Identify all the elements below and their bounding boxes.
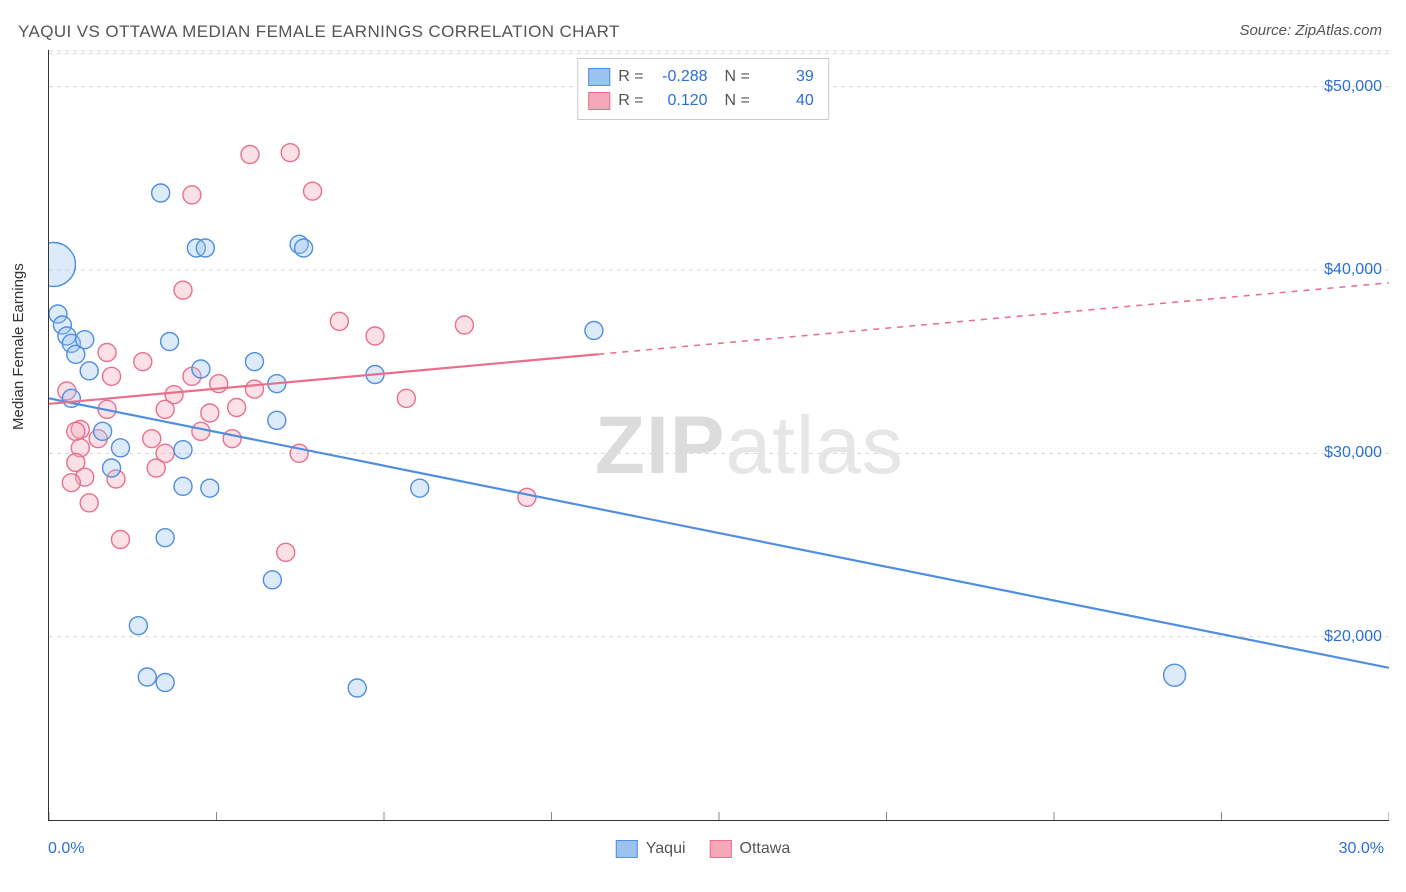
regression-line [49, 398, 1389, 667]
y-tick-label: $30,000 [1324, 444, 1382, 462]
data-point [277, 543, 295, 561]
r-label: R = [618, 65, 643, 89]
n-label: N = [716, 89, 750, 113]
data-point [183, 186, 201, 204]
data-point [156, 674, 174, 692]
n-value-yaqui: 39 [758, 65, 814, 89]
data-point [263, 571, 281, 589]
data-point [62, 474, 80, 492]
r-value-ottawa: 0.120 [652, 89, 708, 113]
data-point [295, 239, 313, 257]
data-point [98, 344, 116, 362]
legend-label-ottawa: Ottawa [740, 840, 791, 858]
data-point [348, 679, 366, 697]
chart-title: YAQUI VS OTTAWA MEDIAN FEMALE EARNINGS C… [18, 22, 620, 42]
data-point [245, 353, 263, 371]
data-point [156, 444, 174, 462]
regression-line [49, 354, 598, 404]
legend-item-ottawa: Ottawa [710, 840, 791, 858]
stats-legend: R = -0.288 N = 39 R = 0.120 N = 40 [577, 58, 829, 120]
data-point [111, 531, 129, 549]
data-point [174, 441, 192, 459]
data-point [103, 459, 121, 477]
regression-line-dashed [598, 283, 1389, 354]
data-point [80, 494, 98, 512]
data-point [268, 411, 286, 429]
data-point [94, 422, 112, 440]
r-value-yaqui: -0.288 [652, 65, 708, 89]
legend-item-yaqui: Yaqui [616, 840, 686, 858]
x-axis-max-label: 30.0% [1339, 840, 1384, 858]
y-tick-label: $20,000 [1324, 628, 1382, 646]
data-point [585, 322, 603, 340]
data-point [129, 617, 147, 635]
plot-area [48, 50, 1389, 821]
data-point [192, 422, 210, 440]
data-point [134, 353, 152, 371]
data-point [330, 312, 348, 330]
data-point [103, 367, 121, 385]
scatter-svg [49, 50, 1389, 820]
data-point [228, 399, 246, 417]
data-point [196, 239, 214, 257]
data-point [161, 333, 179, 351]
stats-row-yaqui: R = -0.288 N = 39 [588, 65, 814, 89]
data-point [241, 146, 259, 164]
swatch-ottawa [588, 92, 610, 110]
data-point [455, 316, 473, 334]
data-point [80, 362, 98, 380]
data-point [245, 380, 263, 398]
data-point [201, 404, 219, 422]
data-point [49, 243, 75, 287]
data-point [174, 477, 192, 495]
data-point [518, 488, 536, 506]
data-point [143, 430, 161, 448]
data-point [281, 144, 299, 162]
data-point [192, 360, 210, 378]
swatch-icon [616, 840, 638, 858]
legend-label-yaqui: Yaqui [646, 840, 686, 858]
r-label: R = [618, 89, 643, 113]
data-point [397, 389, 415, 407]
y-axis-label: Median Female Earnings [10, 263, 27, 430]
n-value-ottawa: 40 [758, 89, 814, 113]
data-point [411, 479, 429, 497]
data-point [223, 430, 241, 448]
data-point [67, 422, 85, 440]
data-point [304, 182, 322, 200]
data-point [76, 331, 94, 349]
data-point [174, 281, 192, 299]
data-point [165, 386, 183, 404]
data-point [111, 439, 129, 457]
series-legend: Yaqui Ottawa [616, 840, 790, 858]
source-attribution: Source: ZipAtlas.com [1239, 22, 1382, 39]
data-point [138, 668, 156, 686]
data-point [152, 184, 170, 202]
stats-row-ottawa: R = 0.120 N = 40 [588, 89, 814, 113]
data-point [156, 529, 174, 547]
x-axis-min-label: 0.0% [48, 840, 84, 858]
data-point [201, 479, 219, 497]
swatch-icon [710, 840, 732, 858]
data-point [1164, 664, 1186, 686]
y-tick-label: $50,000 [1324, 78, 1382, 96]
data-point [366, 327, 384, 345]
n-label: N = [716, 65, 750, 89]
y-tick-label: $40,000 [1324, 261, 1382, 279]
swatch-yaqui [588, 68, 610, 86]
